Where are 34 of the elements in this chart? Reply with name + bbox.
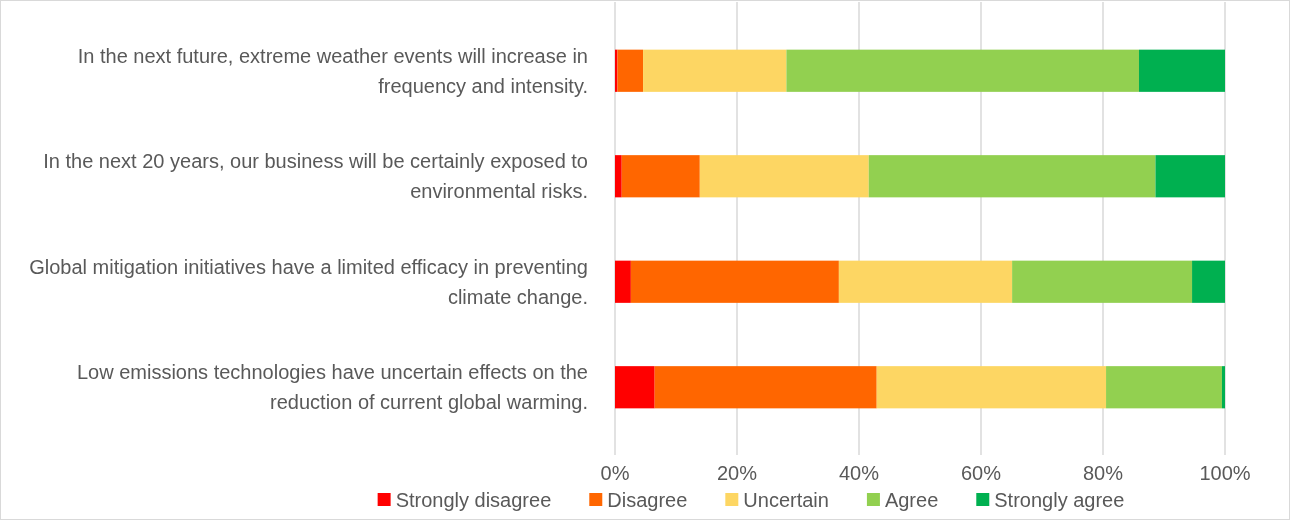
bar [1221,366,1225,409]
x-tick-label: 60% [960,462,1002,484]
bar [617,49,644,92]
bar [868,155,1156,198]
x-tick-label: 40% [838,462,880,484]
bar [1155,155,1225,198]
bar [1106,366,1222,409]
x-tick-label: 20% [716,462,758,484]
legend-label: Agree [884,489,939,511]
bar [1138,49,1225,92]
x-tick-label: 0% [600,462,630,484]
legend-label: Disagree [607,489,688,511]
x-tick-label: 80% [1082,462,1124,484]
y-tick-label: Global mitigation initiatives have a limited efficacy in preventing climate change. [29,255,588,308]
legend-label: Strongly disagree [395,489,552,511]
y-tick-label: In the next 20 years, our business will be certainly exposed to environmental risks. [43,150,588,203]
legend-label: Uncertain [743,489,829,511]
bar [654,366,877,409]
bar [615,155,622,198]
bar [630,260,839,303]
bar [643,49,787,92]
legend-label: Strongly agree [994,489,1125,511]
bar [838,260,1013,303]
bar [1192,260,1225,303]
bar [1012,260,1193,303]
x-tick-label: 100% [1199,462,1251,484]
bar [699,155,869,198]
bar [876,366,1107,409]
bar [786,49,1139,92]
y-tick-label: In the next future, extreme weather events will increase in frequency and intensity. [77,44,588,97]
bar [615,366,655,409]
bar [621,155,700,198]
bar [615,260,631,303]
y-tick-label: Low emissions technologies have uncertain effects on the reduction of current global warming. [76,361,588,414]
